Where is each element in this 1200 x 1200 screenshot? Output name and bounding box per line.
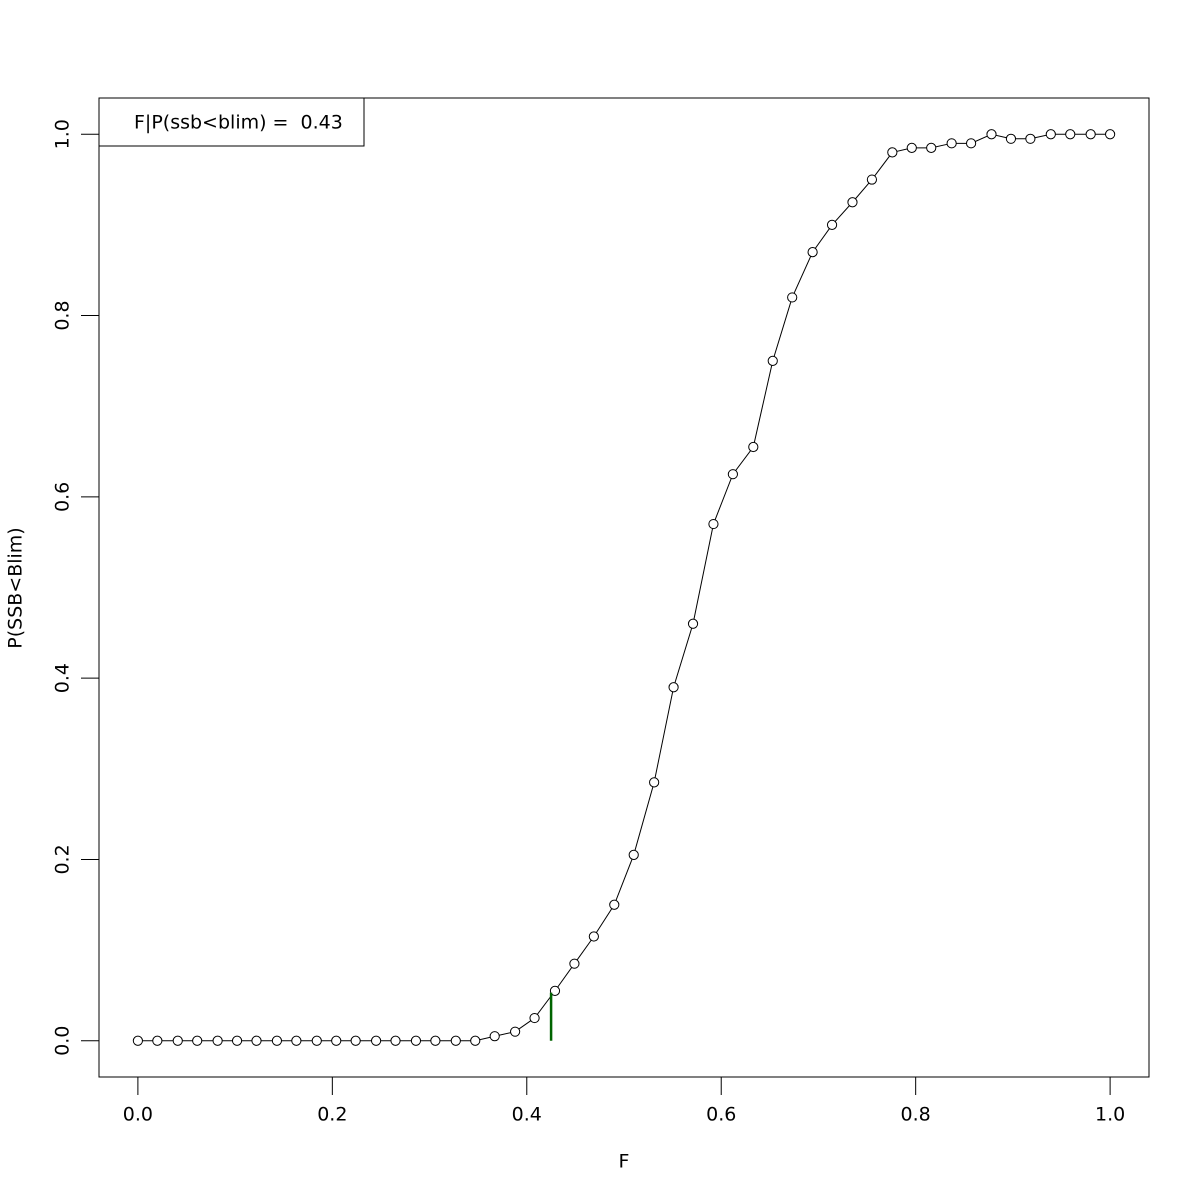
data-point xyxy=(390,1035,401,1046)
data-point xyxy=(172,1035,183,1046)
data-point xyxy=(986,129,997,140)
data-point xyxy=(510,1026,521,1037)
data-point xyxy=(687,618,699,629)
x-tick-label: 0.2 xyxy=(317,1104,347,1126)
y-axis-label: P(SSB<Blim) xyxy=(5,527,27,648)
data-point xyxy=(410,1035,422,1046)
data-point xyxy=(668,682,679,693)
y-tick-label: 0.0 xyxy=(52,1026,74,1056)
data-point xyxy=(370,1035,382,1046)
data-point xyxy=(1005,133,1017,144)
data-point xyxy=(311,1035,322,1046)
legend-text: F|P(ssb<blim) = 0.43 xyxy=(134,112,343,134)
y-tick-label: 1.0 xyxy=(52,119,74,149)
y-tick-label: 0.2 xyxy=(52,844,74,874)
data-point xyxy=(152,1035,163,1046)
data-point xyxy=(887,147,898,158)
x-tick-label: 0.0 xyxy=(123,1104,153,1126)
data-point xyxy=(430,1035,441,1046)
data-point xyxy=(132,1035,143,1046)
data-point xyxy=(965,138,977,149)
data-point xyxy=(708,518,719,530)
data-point xyxy=(1025,133,1036,144)
x-tick-label: 1.0 xyxy=(1095,1104,1125,1126)
data-point xyxy=(807,247,818,258)
data-point xyxy=(1085,129,1096,140)
data-point xyxy=(588,931,599,942)
x-axis-label: F xyxy=(619,1151,630,1173)
data-point xyxy=(231,1035,243,1046)
x-tick-label: 0.4 xyxy=(512,1104,542,1126)
y-tick-label: 0.6 xyxy=(52,482,74,512)
data-point xyxy=(350,1035,361,1046)
data-point xyxy=(450,1035,461,1046)
data-point xyxy=(866,174,878,185)
data-point xyxy=(946,138,957,149)
data-point xyxy=(767,355,778,366)
data-point xyxy=(331,1035,342,1046)
data-point xyxy=(569,958,580,969)
data-point xyxy=(271,1035,283,1046)
data-point xyxy=(748,441,759,453)
data-point xyxy=(470,1035,481,1046)
data-point xyxy=(1045,129,1056,140)
data-point xyxy=(926,142,937,153)
data-point xyxy=(291,1035,302,1046)
data-point xyxy=(787,292,798,303)
data-point xyxy=(609,899,620,910)
data-point xyxy=(1105,129,1116,140)
y-tick-label: 0.4 xyxy=(52,663,74,693)
legend-box xyxy=(98,97,365,147)
data-point xyxy=(649,777,660,788)
plot-frame xyxy=(98,97,1150,1078)
data-point xyxy=(192,1035,203,1046)
data-point xyxy=(489,1031,500,1042)
data-point xyxy=(251,1035,262,1046)
data-point xyxy=(727,469,738,480)
x-tick-label: 0.6 xyxy=(706,1104,736,1126)
x-tick-label: 0.8 xyxy=(901,1104,931,1126)
data-point xyxy=(628,849,639,861)
y-tick-label: 0.8 xyxy=(52,300,74,330)
data-point xyxy=(847,197,858,208)
data-point xyxy=(906,142,917,153)
series-line xyxy=(137,133,1111,1042)
data-point xyxy=(529,1012,540,1024)
data-point xyxy=(826,219,838,231)
data-point xyxy=(212,1035,223,1046)
data-point xyxy=(1065,129,1076,140)
data-point xyxy=(549,985,561,996)
